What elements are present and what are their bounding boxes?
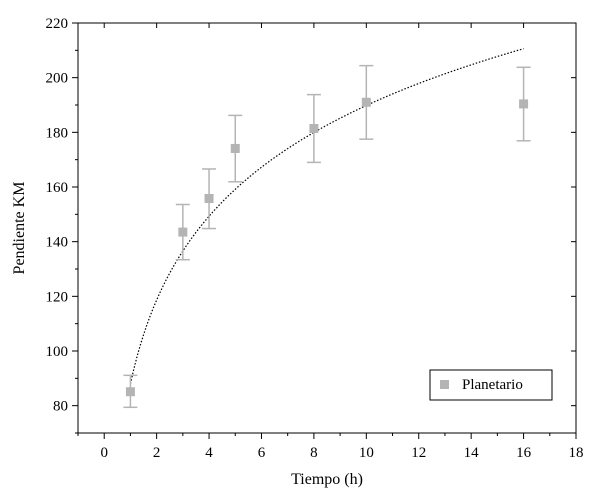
x-tick-label: 18 <box>569 445 584 461</box>
y-axis-ticks: 80 100 120 140 160 180 200 220 <box>46 16 576 434</box>
data-point <box>306 93 321 164</box>
data-point <box>359 64 374 140</box>
y-axis-title: Pendiente KM <box>11 182 28 275</box>
fit-curve <box>129 48 524 384</box>
y-tick-label: 100 <box>46 344 69 360</box>
data-marker <box>204 193 214 203</box>
data-marker <box>309 124 319 134</box>
fit-curve-layer <box>129 48 524 384</box>
legend-marker-planetario <box>440 380 449 389</box>
y-tick-label: 160 <box>46 180 69 196</box>
x-tick-label: 12 <box>411 445 426 461</box>
y-tick-label: 180 <box>46 125 69 141</box>
x-tick-label: 6 <box>258 445 266 461</box>
x-tick-label: 2 <box>153 445 161 461</box>
legend: Planetario <box>429 369 553 401</box>
data-point <box>202 168 217 230</box>
x-tick-label: 10 <box>359 445 374 461</box>
data-marker <box>125 387 135 397</box>
y-tick-label: 220 <box>46 16 69 32</box>
y-tick-label: 140 <box>46 235 69 251</box>
x-tick-label: 8 <box>310 445 318 461</box>
data-point <box>228 114 243 183</box>
data-layer <box>123 64 531 409</box>
x-tick-label: 4 <box>205 445 213 461</box>
data-point <box>175 203 190 261</box>
data-marker <box>361 97 371 107</box>
x-axis-title: Tiempo (h) <box>291 471 363 488</box>
y-tick-label: 120 <box>46 289 69 305</box>
y-tick-label: 80 <box>53 399 68 415</box>
legend-box <box>429 369 553 401</box>
data-point <box>516 66 531 142</box>
x-tick-label: 0 <box>100 445 108 461</box>
data-marker <box>178 227 188 237</box>
data-marker <box>519 99 529 109</box>
data-marker <box>230 143 240 153</box>
data-point <box>123 374 138 409</box>
x-tick-label: 16 <box>516 445 532 461</box>
y-tick-label: 200 <box>46 71 69 87</box>
legend-label-planetario: Planetario <box>462 377 523 393</box>
x-axis-ticks: 0 2 4 6 8 10 12 14 16 18 <box>77 23 584 461</box>
plot-frame <box>77 22 577 434</box>
x-tick-label: 14 <box>464 445 480 461</box>
